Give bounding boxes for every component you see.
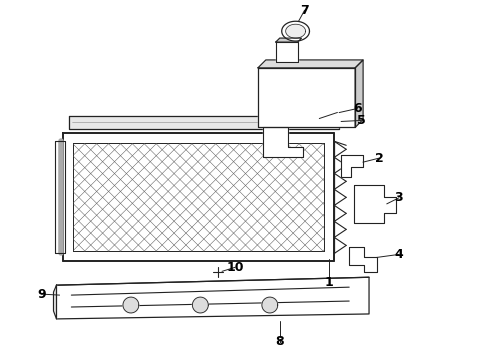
Polygon shape (355, 60, 363, 127)
Polygon shape (282, 21, 310, 41)
Polygon shape (262, 297, 278, 313)
Text: 10: 10 (226, 261, 244, 274)
Text: 8: 8 (275, 335, 284, 348)
Text: 5: 5 (357, 114, 366, 127)
Polygon shape (354, 185, 396, 223)
Polygon shape (263, 127, 302, 157)
Polygon shape (276, 42, 297, 62)
Polygon shape (341, 155, 363, 177)
Text: 4: 4 (394, 248, 403, 261)
Text: 7: 7 (300, 4, 309, 17)
Polygon shape (63, 133, 334, 261)
Polygon shape (56, 277, 369, 319)
Text: 1: 1 (325, 276, 334, 289)
Polygon shape (193, 297, 208, 313)
Text: 9: 9 (37, 288, 46, 301)
Polygon shape (70, 116, 339, 129)
Polygon shape (349, 247, 377, 272)
Text: 2: 2 (374, 152, 383, 165)
Text: 6: 6 (353, 102, 362, 115)
Polygon shape (53, 285, 56, 319)
Polygon shape (258, 68, 355, 127)
Polygon shape (276, 38, 301, 42)
Polygon shape (123, 297, 139, 313)
Text: 3: 3 (394, 192, 403, 204)
Polygon shape (258, 60, 363, 68)
Polygon shape (286, 24, 306, 38)
